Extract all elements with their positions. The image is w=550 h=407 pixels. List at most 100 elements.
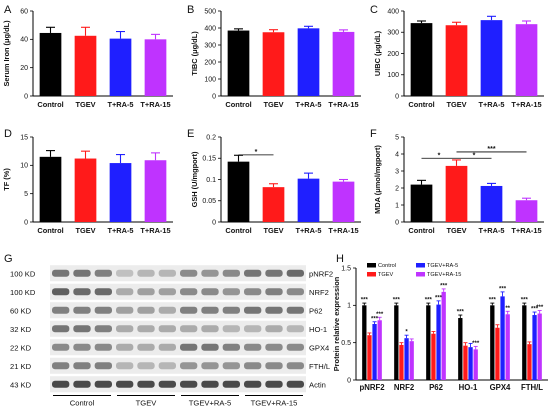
y-tick-label: 4	[395, 151, 399, 158]
blot-band	[73, 362, 91, 370]
panel-letter-d: D	[4, 128, 12, 140]
blot-band	[116, 325, 134, 333]
significance-label: ***	[440, 283, 448, 289]
x-category-label: T+RA-5	[107, 226, 133, 235]
panel-letter-e: E	[187, 128, 194, 140]
blot-band	[52, 269, 70, 277]
blot-band	[180, 343, 198, 351]
x-category-label: pNRF2	[359, 383, 385, 392]
blot-band	[265, 306, 283, 314]
x-category-label: Control	[37, 226, 63, 235]
panel-letter-a: A	[4, 4, 12, 16]
significance-label: ***	[536, 305, 544, 311]
blot-band	[201, 343, 219, 351]
y-axis-label: MDA (μmol/mgport)	[373, 145, 382, 214]
bar-tgev	[399, 344, 404, 380]
blot-band	[94, 269, 112, 277]
blot-band	[244, 306, 262, 314]
panel-letter-text: C	[370, 4, 378, 16]
legend-swatch	[367, 272, 376, 277]
panel-letter-text: F	[370, 128, 377, 140]
bar-control	[458, 318, 463, 380]
y-tick-label: 500	[204, 8, 216, 15]
panel-letter-b: B	[187, 4, 194, 16]
group-label: TGEV+RA-15	[251, 399, 298, 407]
x-category-label: Control	[225, 226, 251, 235]
blot-strip	[50, 320, 306, 337]
y-tick-label: 60	[20, 8, 28, 15]
bar-tgev	[445, 25, 468, 96]
blot-band	[158, 288, 176, 296]
x-category-label: TGEV	[75, 226, 95, 235]
y-tick-label: 0.2	[206, 134, 216, 141]
chart-panel-f: 0 1 2 3 4 5 MDA (μmol/mgport) Control TGEV T+RA-5…	[373, 134, 544, 235]
blot-band	[116, 362, 134, 370]
x-category-label: T+RA-5	[295, 100, 321, 109]
bar-t-ra-5	[297, 28, 320, 97]
blot-band	[222, 362, 240, 370]
y-tick-label: 0.5	[341, 340, 351, 347]
y-axis-label: TF (%)	[2, 168, 11, 191]
blot-band	[137, 325, 155, 333]
blot-strip	[50, 265, 306, 282]
significance-label: ***	[435, 295, 443, 301]
blot-strip	[50, 339, 306, 356]
group-label: Control	[70, 399, 95, 407]
blot-band	[180, 380, 198, 388]
significance-label: ***	[531, 307, 539, 313]
bar-tgev	[495, 327, 500, 380]
blot-band	[286, 380, 304, 388]
blot-band	[94, 288, 112, 296]
blot-band	[116, 380, 134, 388]
blot-band	[94, 343, 112, 351]
x-category-label: T+RA-5	[478, 100, 504, 109]
kd-label: 22 KD	[10, 343, 32, 352]
western-blot-panel-g: 100 KD pNRF2 100 KD NRF2 60 KD P62 32 KD HO-1 22…	[10, 265, 333, 407]
y-tick-label: 2	[395, 185, 399, 192]
protein-label: HO-1	[309, 325, 327, 334]
y-tick-label: 0	[24, 93, 28, 100]
blot-band	[137, 343, 155, 351]
kd-label: 32 KD	[10, 325, 32, 334]
blot-strip	[50, 283, 306, 300]
bar-t-ra-15	[144, 160, 167, 222]
x-category-label: TGEV	[75, 100, 95, 109]
bar-tgev-ra-5	[500, 296, 505, 380]
x-category-label: P62	[429, 383, 444, 392]
group-label: TGEV+RA-5	[189, 399, 231, 407]
blot-band	[201, 380, 219, 388]
bar-control	[410, 23, 433, 96]
bar-control	[227, 30, 250, 96]
x-category-label: TGEV	[446, 226, 466, 235]
blot-band	[158, 269, 176, 277]
chart-panel-b: 0 100 200 300 400 500 TIBC (μg/dL) Control TGEV T…	[190, 8, 361, 109]
panel-letter-h: H	[336, 253, 344, 265]
legend-label: TGEV	[378, 272, 393, 278]
protein-label: GPX4	[309, 343, 329, 352]
bar-tgev-ra-5	[436, 304, 441, 380]
bar-t-ra-15	[144, 39, 167, 96]
bar-t-ra-5	[109, 163, 132, 222]
x-category-label: T+RA-5	[478, 226, 504, 235]
y-tick-label: 40	[20, 37, 28, 44]
bar-tgev-ra-15	[505, 314, 510, 380]
blot-band	[265, 325, 283, 333]
blot-band	[244, 269, 262, 277]
blot-band	[137, 288, 155, 296]
y-tick-label: 1.5	[341, 265, 351, 272]
blot-band	[201, 306, 219, 314]
bar-tgev-ra-15	[473, 349, 478, 380]
y-tick-label: 0.15	[202, 156, 216, 163]
significance-label: ***	[371, 316, 379, 322]
blot-band	[137, 380, 155, 388]
y-tick-label: 100	[204, 76, 216, 83]
bar-control	[362, 305, 367, 380]
kd-label: 21 KD	[10, 362, 32, 371]
x-category-label: NRF2	[394, 383, 415, 392]
x-category-label: TGEV	[263, 226, 283, 235]
bar-t-ra-5	[297, 178, 320, 222]
protein-label: FTH/L	[309, 362, 330, 371]
significance-label: ***	[425, 298, 433, 304]
x-category-label: TGEV	[263, 100, 283, 109]
significance-label: ***	[457, 310, 465, 316]
